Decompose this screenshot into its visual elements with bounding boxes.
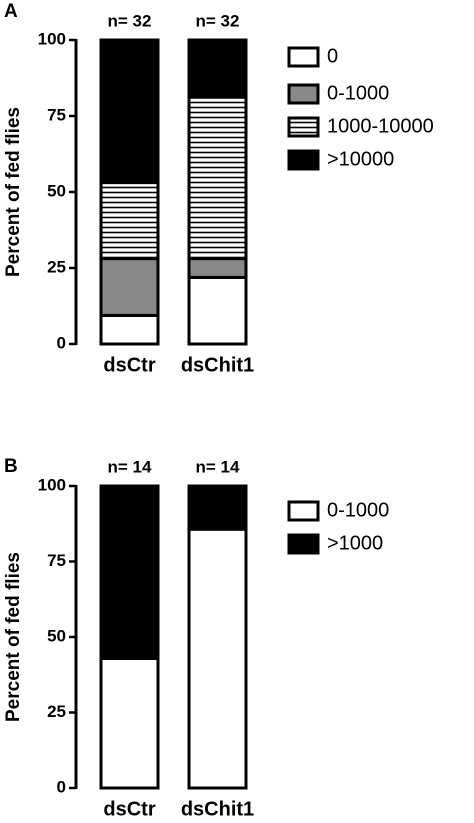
legend-swatch <box>287 83 320 105</box>
bar-segment <box>99 313 160 346</box>
legend-label: 0-1000 <box>327 82 389 104</box>
legend-label: 1000-10000 <box>327 115 434 137</box>
bar-segment <box>99 656 160 790</box>
panel-label: A <box>4 1 18 22</box>
annotation: n= 14 <box>196 457 240 476</box>
legend-swatch <box>287 149 320 171</box>
legend-swatch <box>287 116 320 138</box>
y-tick-label: 100 <box>38 29 66 48</box>
x-tick-label: dsCtr <box>103 798 155 820</box>
y-tick-label: 0 <box>57 333 66 352</box>
y-tick-label: 75 <box>47 105 66 124</box>
y-axis-label: Percent of fed flies <box>3 552 24 722</box>
bar-segment <box>187 527 248 790</box>
bar-segment <box>187 275 248 346</box>
y-tick-label: 75 <box>47 551 66 570</box>
bar-segment <box>187 257 248 279</box>
bar-segment <box>99 38 160 185</box>
y-tick-label: 100 <box>38 475 66 494</box>
bar-segment <box>99 484 160 660</box>
legend-swatch <box>287 533 320 555</box>
bar-segment <box>187 38 248 99</box>
legend-label: >1000 <box>327 532 383 554</box>
annotation: n= 32 <box>196 11 240 30</box>
legend-label: 0-1000 <box>327 499 389 521</box>
y-axis-label: Percent of fed flies <box>3 107 24 277</box>
x-tick-label: dsCtr <box>103 354 155 376</box>
panel-label: B <box>4 456 18 477</box>
y-tick-label: 25 <box>47 257 66 276</box>
bar-segment <box>187 95 248 261</box>
legend-label: 0 <box>327 45 338 67</box>
legend-swatch <box>287 46 320 68</box>
bar-segment <box>99 257 160 317</box>
y-tick-label: 0 <box>57 777 66 796</box>
y-tick-label: 50 <box>47 626 66 645</box>
legend-label: >10000 <box>327 148 394 170</box>
bar-segment <box>187 484 248 531</box>
y-tick-label: 25 <box>47 702 66 721</box>
y-tick-label: 50 <box>47 181 66 200</box>
annotation: n= 14 <box>108 457 152 476</box>
x-tick-label: dsChit1 <box>181 354 254 376</box>
x-tick-label: dsChit1 <box>181 798 254 820</box>
legend-swatch <box>287 500 320 522</box>
bar-segment <box>99 181 160 261</box>
annotation: n= 32 <box>108 11 152 30</box>
